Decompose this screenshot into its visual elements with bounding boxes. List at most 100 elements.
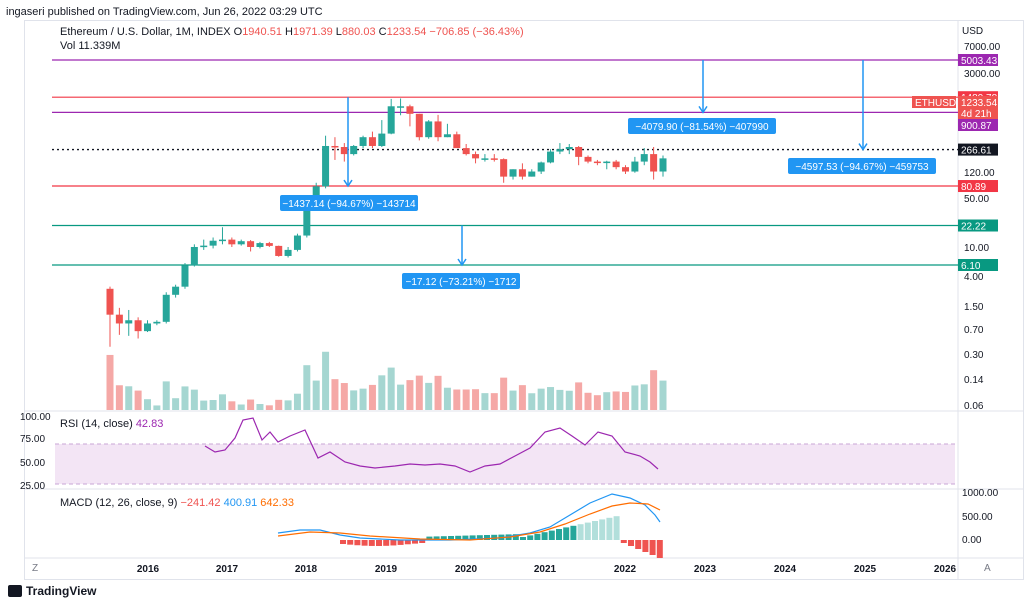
candle-body bbox=[350, 145, 358, 155]
volume-bar bbox=[265, 405, 273, 410]
candle-body bbox=[228, 239, 236, 245]
y-tick-label: 7000.00 bbox=[964, 42, 1001, 53]
price-label-bg bbox=[958, 96, 998, 108]
candle-body bbox=[575, 147, 583, 157]
rsi-legend[interactable]: RSI (14, close) 42.83 bbox=[60, 418, 163, 430]
volume-bar bbox=[284, 400, 292, 410]
price-label-bg bbox=[958, 259, 998, 271]
volume-bar bbox=[247, 399, 255, 410]
volume-bar bbox=[115, 385, 123, 410]
volume-bar bbox=[443, 387, 451, 410]
symbol-legend[interactable]: Ethereum / U.S. Dollar, 1M, INDEX O1940.… bbox=[60, 26, 524, 38]
macd-histogram-bar bbox=[354, 540, 361, 546]
volume-bar bbox=[575, 382, 583, 410]
measure-arrow-head bbox=[457, 258, 467, 267]
tradingview-logo-icon bbox=[8, 585, 22, 597]
candle-body bbox=[162, 294, 170, 322]
volume-bar bbox=[303, 365, 311, 410]
volume-bar bbox=[659, 380, 667, 410]
rsi-line bbox=[204, 417, 659, 473]
x-tick-label: 2023 bbox=[694, 564, 717, 575]
measure-label: −1437.14 (−94.67%) −143714 bbox=[282, 199, 416, 210]
macd-histogram-bar bbox=[476, 535, 483, 540]
macd-histogram-bar bbox=[541, 532, 548, 540]
y-tick-label: 0.30 bbox=[964, 350, 984, 361]
footer-brand[interactable]: TradingView bbox=[8, 584, 96, 598]
candle-body bbox=[612, 161, 620, 168]
y-tick-label: 1.50 bbox=[964, 302, 984, 313]
volume-bar bbox=[162, 381, 170, 410]
volume-legend[interactable]: Vol 11.339M bbox=[60, 40, 120, 52]
x-tick-label: 2017 bbox=[216, 564, 239, 575]
y-tick-label: 120.00 bbox=[964, 168, 995, 179]
measure-box bbox=[280, 195, 418, 211]
volume-bar bbox=[172, 398, 180, 410]
volume-bar bbox=[322, 351, 330, 410]
x-tick-label: 2021 bbox=[534, 564, 557, 575]
volume-bar bbox=[472, 389, 480, 410]
candle-body bbox=[425, 121, 433, 138]
measure-label: −17.12 (−73.21%) −1712 bbox=[406, 277, 517, 288]
candle-body bbox=[331, 145, 339, 148]
candle-body bbox=[237, 241, 245, 245]
candle-body bbox=[312, 186, 320, 201]
volume-bar bbox=[622, 391, 630, 410]
macd-histogram-bar bbox=[599, 519, 606, 540]
volume-bar bbox=[481, 393, 489, 410]
candle-body bbox=[528, 171, 536, 177]
price-label: 900.87 bbox=[961, 121, 992, 132]
volume-bar bbox=[434, 375, 442, 410]
macd-histogram-bar bbox=[404, 540, 411, 545]
candle-body bbox=[547, 151, 555, 163]
volume-bar bbox=[603, 392, 611, 410]
volume-bar bbox=[537, 388, 545, 410]
macd-histogram-bar bbox=[628, 540, 634, 546]
macd-histogram-bar bbox=[570, 525, 577, 540]
macd-histogram-bar bbox=[383, 540, 390, 546]
published-info: ingaseri published on TradingView.com, J… bbox=[6, 6, 323, 18]
macd-legend[interactable]: MACD (12, 26, close, 9) −241.42 400.91 6… bbox=[60, 497, 294, 509]
rsi-label: RSI (14, close) bbox=[60, 418, 133, 430]
rsi-tick-label: 100.00 bbox=[20, 412, 51, 423]
volume-bar bbox=[209, 400, 217, 410]
candle-body bbox=[275, 245, 283, 256]
candle-body bbox=[115, 314, 123, 324]
candle-body bbox=[565, 147, 573, 150]
candle-body bbox=[340, 147, 348, 155]
rsi-value: 42.83 bbox=[135, 418, 164, 430]
volume-bar bbox=[293, 393, 301, 410]
candle-body bbox=[406, 106, 414, 114]
candle-body bbox=[387, 106, 395, 134]
macd-histogram-bar bbox=[347, 540, 354, 545]
volume-bar bbox=[650, 370, 658, 410]
volume-bar bbox=[528, 393, 536, 410]
price-label: 80.89 bbox=[961, 182, 986, 193]
symbol-name: Ethereum / U.S. Dollar, 1M, INDEX bbox=[60, 26, 231, 38]
x-tick-label: 2025 bbox=[854, 564, 877, 575]
measure-box bbox=[628, 118, 776, 134]
volume-bar bbox=[134, 390, 142, 410]
volume-bar bbox=[509, 390, 517, 410]
volume-bar bbox=[378, 375, 386, 410]
y-tick-label: 0.06 bbox=[964, 401, 984, 412]
macd-histogram-bar bbox=[455, 535, 462, 540]
macd-histogram-bar bbox=[491, 534, 498, 540]
macd-histogram-bar bbox=[592, 521, 598, 540]
candle-body bbox=[247, 241, 255, 247]
candle-body bbox=[284, 249, 292, 256]
rsi-tick-label: 50.00 bbox=[20, 458, 45, 469]
price-label-bg bbox=[958, 143, 998, 156]
candle-body bbox=[172, 286, 180, 295]
rsi-tick-label: 25.00 bbox=[20, 481, 45, 492]
macd-histogram-bar bbox=[340, 540, 346, 544]
auto-scale-icon: A bbox=[984, 563, 991, 574]
volume-bar bbox=[106, 354, 114, 410]
volume-bar bbox=[387, 367, 395, 410]
macd-histogram-bar bbox=[577, 524, 584, 540]
candle-body bbox=[368, 137, 376, 146]
x-tick-label: 2026 bbox=[934, 564, 957, 575]
macd-histogram-bar bbox=[563, 527, 570, 540]
candle-body bbox=[293, 235, 301, 250]
candle-body bbox=[622, 167, 630, 172]
